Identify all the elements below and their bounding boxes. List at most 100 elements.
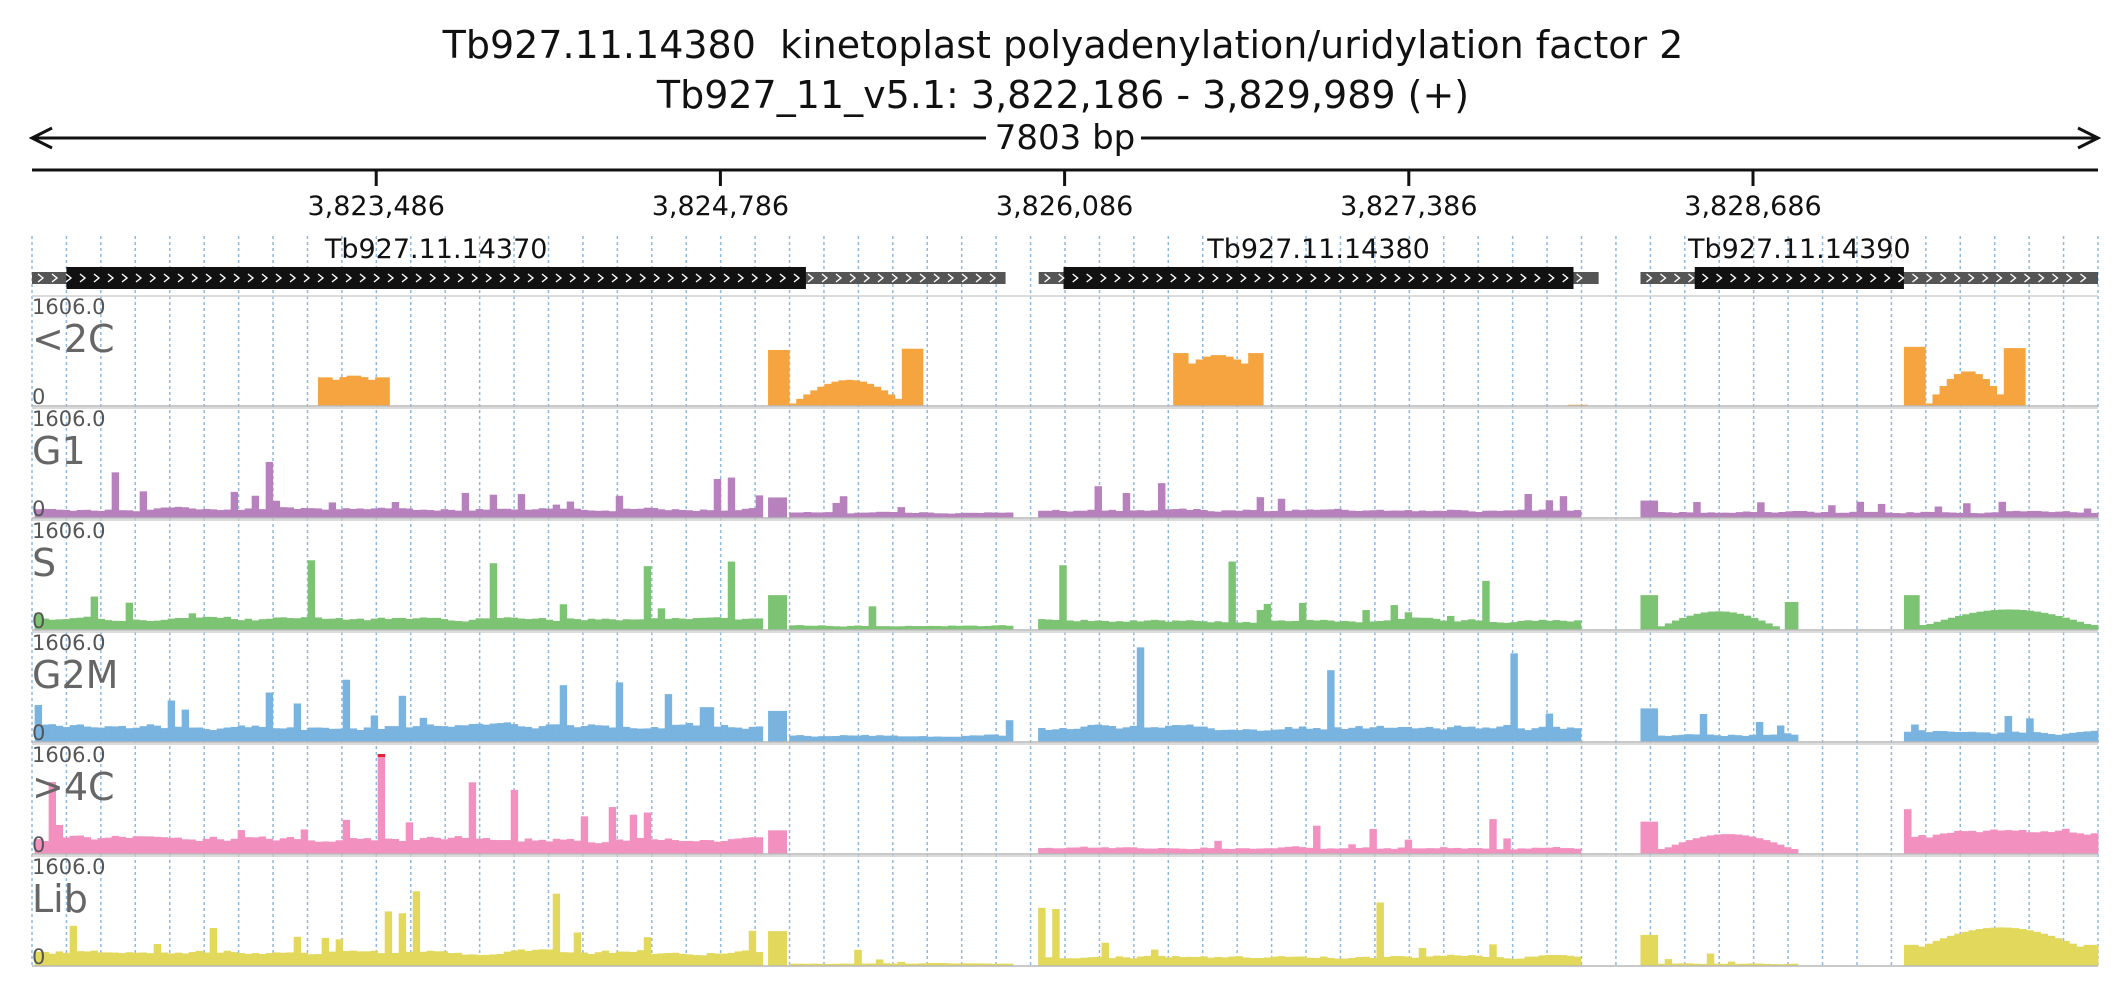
strand-arrow: [1100, 273, 1107, 283]
coverage-bar: [846, 735, 855, 742]
coverage-bar: [2047, 832, 2056, 854]
coverage-bar: [2003, 348, 2012, 406]
track-ymax-label: 1606.0: [32, 407, 105, 431]
coverage-bar: [1454, 621, 1462, 630]
coverage-bar: [384, 726, 393, 742]
coverage-bar: [2048, 512, 2056, 518]
coverage-bar: [1411, 511, 1420, 518]
coverage-bar: [1510, 653, 1518, 742]
coverage-bar: [1939, 731, 1948, 742]
coverage-bar: [1552, 510, 1561, 518]
coverage-bar: [545, 619, 554, 630]
coverage-bar: [991, 734, 999, 742]
coverage-bar: [328, 502, 337, 518]
coverage-bar: [1228, 561, 1236, 630]
coverage-bar: [559, 604, 568, 630]
coverage-bar: [1108, 726, 1117, 742]
coverage-bar: [775, 349, 783, 406]
coverage-bar: [146, 953, 155, 966]
coverage-bar: [839, 626, 848, 630]
strand-arrow: [345, 273, 353, 283]
coverage-bar: [1933, 621, 1942, 630]
coverage-bar: [1489, 819, 1497, 854]
coverage-bar: [258, 836, 267, 854]
track-ymin-label: 0: [32, 385, 45, 409]
coverage-bar: [998, 625, 1007, 630]
coverage-bar: [866, 383, 875, 406]
coverage-bar: [398, 695, 407, 742]
coverage-bar: [1425, 726, 1434, 742]
coverage-bar: [1559, 620, 1568, 630]
coverage-bar: [97, 952, 106, 966]
coverage-bar: [615, 839, 624, 854]
coverage-bar: [1941, 512, 1950, 518]
coverage-bar: [230, 726, 239, 742]
coverage-bar: [969, 512, 978, 518]
coverage-bar: [195, 840, 204, 854]
coverage-bar: [2004, 716, 2013, 742]
coverage-bar: [2069, 832, 2077, 854]
coverage-bar: [1996, 394, 2005, 406]
coverage-bar: [545, 841, 554, 854]
strand-arrow: [1646, 273, 1653, 283]
coverage-bar: [1059, 848, 1067, 854]
coverage-bar: [1762, 963, 1771, 966]
coverage-bar: [1411, 617, 1420, 630]
coverage-bar: [846, 625, 855, 630]
coverage-bar: [1955, 615, 1963, 630]
strand-arrow: [1436, 273, 1443, 283]
coverage-bar: [1418, 727, 1427, 742]
coverage-bar: [2083, 623, 2092, 630]
coverage-bar: [1362, 847, 1370, 854]
coverage-bar: [818, 512, 826, 518]
coverage-bar: [622, 726, 631, 742]
coverage-bar: [789, 625, 797, 630]
strand-arrow: [1212, 273, 1219, 283]
coverage-bar: [1706, 835, 1715, 854]
coverage-bar: [777, 497, 787, 518]
strand-arrow: [205, 273, 213, 283]
coverage-bar: [1918, 835, 1926, 854]
strand-arrow: [275, 273, 283, 283]
coverage-bar: [258, 509, 267, 518]
coverage-bar: [1939, 833, 1948, 854]
coverage-bar: [367, 379, 376, 406]
coverage-bar: [2018, 732, 2027, 742]
coverage-bar: [897, 507, 906, 518]
coverage-bar: [244, 837, 253, 854]
coverage-bar: [629, 951, 638, 966]
coverage-bar: [1291, 846, 1300, 854]
coverage-bar: [1446, 509, 1455, 518]
coverage-bar: [1657, 512, 1666, 518]
coverage-bar: [552, 504, 561, 518]
coverage-bar: [531, 728, 540, 742]
coverage-bar: [1772, 626, 1780, 630]
strand-arrow: [1982, 273, 1989, 283]
coverage-bar: [391, 502, 400, 518]
coverage-bar: [2012, 510, 2021, 518]
coverage-bar: [317, 377, 326, 406]
coverage-bar: [919, 512, 927, 518]
coverage-bar: [307, 560, 316, 630]
coverage-bar: [2034, 510, 2042, 518]
strand-arrow: [2010, 273, 2017, 283]
coverage-bar: [1769, 842, 1778, 854]
coverage-bar: [1369, 727, 1377, 742]
coverage-bar: [405, 951, 414, 966]
coverage-bar: [1313, 509, 1321, 518]
coverage-bar: [1143, 727, 1152, 742]
coverage-bar: [356, 838, 365, 854]
coverage-bar: [699, 617, 708, 630]
coverage-bar: [111, 620, 120, 630]
coverage-bar: [1188, 363, 1197, 406]
strand-arrow: [1478, 273, 1485, 283]
coverage-bar: [1439, 729, 1448, 742]
coverage-bar: [1355, 622, 1363, 630]
coverage-bar: [1566, 955, 1575, 966]
coverage-bar: [1953, 374, 1962, 406]
coverage-bar: [796, 625, 805, 630]
coverage-bar: [1284, 846, 1293, 854]
coverage-bar: [1277, 729, 1286, 742]
coverage-bar: [727, 727, 736, 742]
